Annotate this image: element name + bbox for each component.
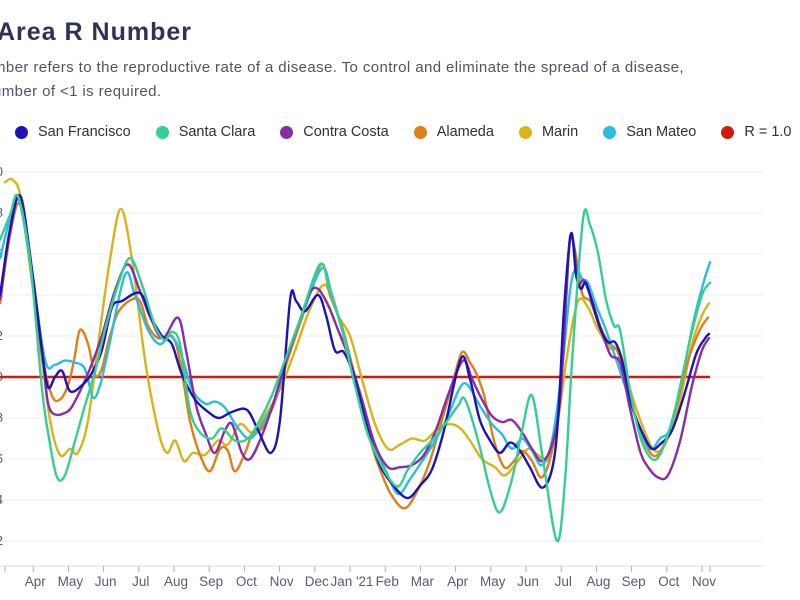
- x-axis-label: Nov: [270, 574, 294, 589]
- series-line-san-mateo: [0, 197, 712, 496]
- y-axis-tick-label-sliver: 0.2: [0, 533, 3, 548]
- legend-dot-icon: [280, 125, 294, 139]
- x-axis-label: Nov: [692, 574, 716, 589]
- x-axis-label: Oct: [658, 574, 679, 589]
- legend-label: Marin: [541, 124, 579, 140]
- legend-label: Santa Clara: [178, 124, 256, 140]
- legend-dot-icon: [518, 125, 532, 139]
- legend-dot-icon: [721, 125, 735, 139]
- legend-dot-icon: [603, 125, 617, 139]
- y-axis-tick-label-sliver: 2.0: [0, 164, 3, 179]
- legend-item-alameda[interactable]: Alameda: [413, 124, 494, 140]
- x-axis-label: Feb: [376, 574, 399, 589]
- x-axis-label: Jun: [517, 574, 539, 589]
- chart-legend: San Francisco Santa Clara Contra Costa Alam…: [15, 124, 792, 140]
- y-axis-tick-label-sliver: 0.6: [0, 451, 3, 466]
- legend-dot-icon: [15, 125, 28, 139]
- page-title: Area R Number: [0, 18, 192, 46]
- legend-label: Contra Costa: [303, 124, 389, 140]
- x-axis-label: May: [58, 574, 84, 589]
- x-axis-label: Jul: [555, 574, 572, 589]
- legend-dot-icon: [155, 125, 169, 139]
- x-axis-label: Sep: [199, 574, 223, 589]
- y-axis-tick-label-sliver: 0.8: [0, 410, 3, 425]
- plot-area: [0, 177, 712, 543]
- legend-item-san-mateo[interactable]: San Mateo: [603, 124, 696, 140]
- legend-item-marin[interactable]: Marin: [518, 124, 579, 140]
- chart-subtitle-line-2: umber of <1 is required.: [0, 83, 162, 100]
- x-axis-label: Dec: [305, 574, 329, 589]
- legend-label: San Francisco: [38, 124, 131, 140]
- legend-item-santa-clara[interactable]: Santa Clara: [155, 124, 256, 140]
- chart-header: Area R Number mber refers to the reprodu…: [0, 18, 684, 104]
- y-axis-tick-label-sliver: 1.2: [0, 328, 3, 343]
- x-axis-label: Sep: [622, 574, 646, 589]
- series-line-marin: [3, 177, 711, 477]
- legend-label: Alameda: [436, 124, 494, 140]
- x-axis-label: Jul: [132, 574, 149, 589]
- chart-subtitle: mber refers to the reproductive rate of …: [0, 56, 684, 104]
- x-axis-label: Apr: [447, 574, 469, 589]
- legend-item-san-francisco[interactable]: San Francisco: [15, 124, 131, 140]
- x-axis-label: Jun: [95, 574, 117, 589]
- series-line-contra-costa: [0, 193, 711, 481]
- legend-item-r-1-0[interactable]: R = 1.0: [721, 124, 792, 140]
- x-axis-label: Apr: [25, 574, 47, 589]
- legend-dot-icon: [413, 125, 427, 139]
- legend-item-contra-costa[interactable]: Contra Costa: [280, 124, 389, 140]
- legend-label: R = 1.0: [744, 124, 792, 140]
- x-axis-label: Jan '21: [330, 574, 373, 589]
- chart-subtitle-line-1: mber refers to the reproductive rate of …: [0, 59, 684, 76]
- y-axis-tick-label-sliver: 1.8: [0, 205, 3, 220]
- legend-label: San Mateo: [626, 124, 697, 140]
- x-axis-label: Aug: [586, 574, 610, 589]
- x-axis-label: Aug: [164, 574, 188, 589]
- x-axis-label: Oct: [236, 574, 257, 589]
- x-axis-label: May: [480, 574, 506, 589]
- y-axis-tick-label-sliver: 0.4: [0, 492, 3, 507]
- x-axis-label: Mar: [411, 574, 435, 589]
- series-line-santa-clara: [0, 193, 712, 543]
